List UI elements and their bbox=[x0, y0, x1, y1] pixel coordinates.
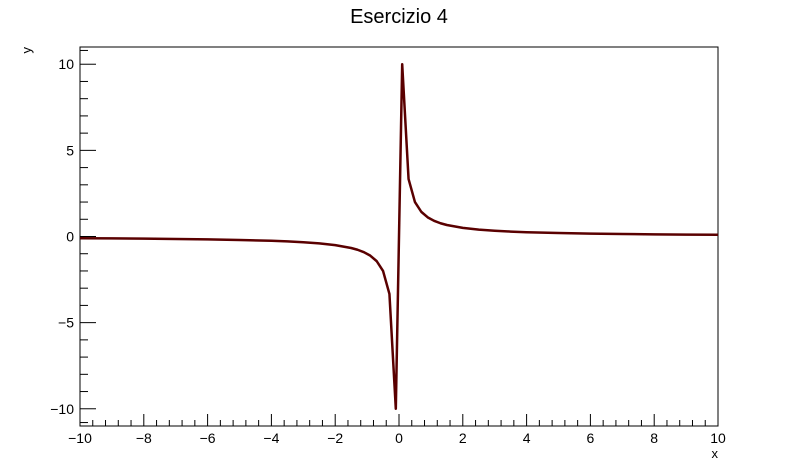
x-tick-label: 0 bbox=[395, 430, 403, 446]
x-tick-label: −8 bbox=[136, 430, 152, 446]
y-tick-label: 10 bbox=[58, 56, 74, 72]
y-tick-label: 5 bbox=[66, 142, 74, 158]
x-tick-label: 4 bbox=[523, 430, 531, 446]
y-tick-label: −10 bbox=[50, 401, 74, 417]
y-tick-label: 0 bbox=[66, 229, 74, 245]
x-tick-label: 10 bbox=[710, 430, 726, 446]
x-tick-label: 8 bbox=[650, 430, 658, 446]
y-axis-title: y bbox=[19, 47, 34, 54]
axis-ticks bbox=[79, 49, 719, 426]
series-layer bbox=[79, 62, 719, 411]
tick-labels: −10 −8 −6 −4 −2 0 2 4 6 8 10 −10 −5 0 5 10 bbox=[50, 56, 726, 446]
x-tick-label: −10 bbox=[68, 430, 92, 446]
x-tick-label: 6 bbox=[587, 430, 595, 446]
x-axis-title: x bbox=[712, 446, 719, 461]
y-tick-label: −5 bbox=[58, 315, 74, 331]
x-tick-label: −4 bbox=[263, 430, 279, 446]
x-tick-label: −2 bbox=[327, 430, 343, 446]
chart-title: Esercizio 4 bbox=[350, 6, 448, 28]
x-tick-label: 2 bbox=[459, 430, 467, 446]
series-line bbox=[79, 62, 719, 411]
x-tick-label: −6 bbox=[200, 430, 216, 446]
